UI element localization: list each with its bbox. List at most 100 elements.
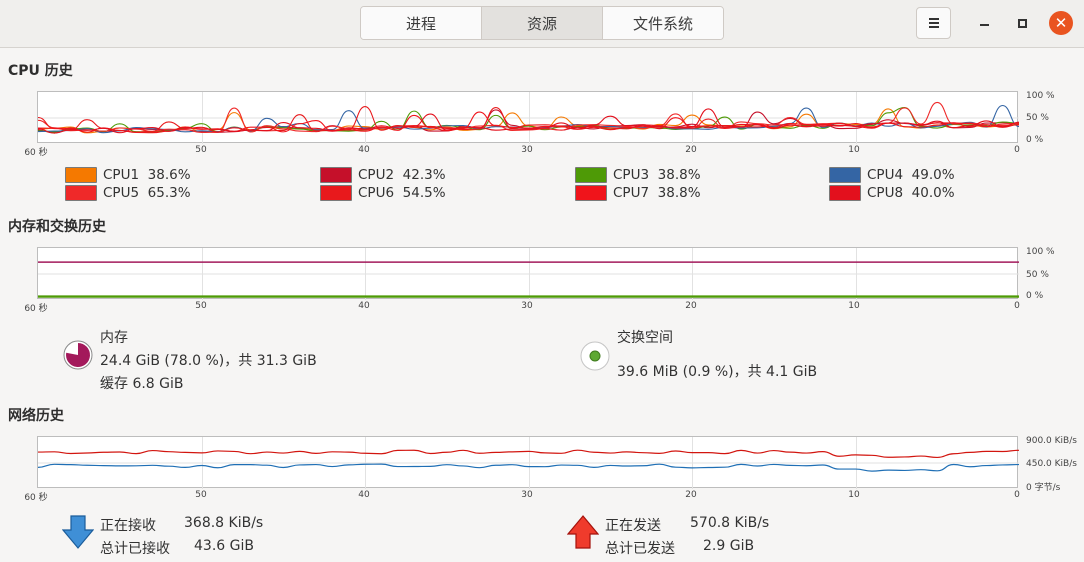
cpu6-name: CPU6	[358, 185, 395, 201]
cpu7-color-swatch[interactable]	[575, 185, 607, 201]
memory-history-graph	[37, 247, 1019, 300]
cpu-legend-item: CPU3 38.8%	[575, 166, 701, 184]
send-series-line	[38, 449, 1019, 459]
tab-processes[interactable]: 进程	[361, 7, 482, 39]
memory-y-tick: 100 %	[1026, 247, 1055, 257]
memory-graph-svg	[38, 248, 1019, 300]
network-x-tick: 50	[195, 490, 207, 500]
close-button[interactable]: ✕	[1049, 11, 1073, 35]
send-arrow-icon[interactable]	[567, 515, 599, 549]
memory-y-tick: 0 %	[1026, 291, 1044, 301]
cpu1-name: CPU1	[103, 167, 140, 183]
network-x-tick: 10	[848, 490, 860, 500]
cpu8-percent: 40.0%	[911, 185, 955, 201]
cpu-legend-item: CPU4 49.0%	[829, 166, 955, 184]
network-history-graph	[37, 436, 1019, 489]
network-x-axis: 60 秒 50 40 30 20 10 0	[0, 490, 1084, 503]
cpu4-percent: 49.0%	[911, 167, 955, 183]
cpu4-name: CPU4	[867, 167, 904, 183]
cpu-legend-item: CPU7 38.8%	[575, 184, 701, 202]
cpu-x-tick: 20	[685, 145, 697, 155]
cpu-graph-svg	[38, 92, 1019, 144]
minimize-button[interactable]	[972, 11, 996, 35]
cpu5-percent: 65.3%	[147, 185, 191, 201]
header-bar: 进程 资源 文件系统 ✕	[0, 0, 1084, 48]
view-switcher: 进程 资源 文件系统	[360, 6, 724, 40]
cpu-y-tick: 100 %	[1026, 91, 1055, 101]
cpu-history-title: CPU 历史	[8, 63, 73, 79]
cpu2-name: CPU2	[358, 167, 395, 183]
network-x-tick: 0	[1014, 490, 1020, 500]
total-received-value: 43.6 GiB	[194, 538, 254, 554]
cpu-legend-item: CPU5 65.3%	[65, 184, 191, 202]
cpu1-percent: 38.6%	[147, 167, 191, 183]
minimize-icon	[979, 23, 989, 26]
cpu3-percent: 38.8%	[657, 167, 701, 183]
cpu-legend-item: CPU2 42.3%	[320, 166, 446, 184]
swap-label: 交换空间	[617, 330, 673, 346]
network-x-tick: 20	[685, 490, 697, 500]
cpu-x-tick: 60 秒	[24, 148, 48, 158]
cpu-x-tick: 30	[521, 145, 533, 155]
network-y-tick: 0 字节/s	[1026, 483, 1061, 493]
cpu8-color-swatch[interactable]	[829, 185, 861, 201]
sending-label: 正在发送	[605, 518, 661, 534]
network-x-tick: 40	[358, 490, 370, 500]
receive-series-line	[38, 463, 1019, 472]
cpu7-name: CPU7	[613, 185, 650, 201]
memory-x-axis: 60 秒 50 40 30 20 10 0	[0, 301, 1084, 314]
memory-x-tick: 60 秒	[24, 304, 48, 314]
memory-pie-icon[interactable]	[63, 340, 93, 370]
memory-x-tick: 40	[358, 301, 370, 311]
maximize-icon	[1017, 18, 1027, 28]
swap-pie-icon[interactable]	[580, 341, 610, 371]
cpu3-color-swatch[interactable]	[575, 167, 607, 183]
cpu2-color-swatch[interactable]	[320, 167, 352, 183]
sending-rate: 570.8 KiB/s	[690, 515, 770, 531]
cpu5-name: CPU5	[103, 185, 140, 201]
network-x-tick: 30	[521, 490, 533, 500]
cpu6-percent: 54.5%	[402, 185, 446, 201]
memory-usage-text: 24.4 GiB (78.0 %)，共 31.3 GiB	[100, 353, 317, 369]
cpu-legend-item: CPU1 38.6%	[65, 166, 191, 184]
receiving-label: 正在接收	[100, 518, 156, 534]
tab-file-systems[interactable]: 文件系统	[603, 7, 723, 39]
hamburger-menu-button[interactable]	[916, 7, 951, 39]
cpu-legend-item: CPU6 54.5%	[320, 184, 446, 202]
memory-x-tick: 30	[521, 301, 533, 311]
network-y-tick: 900.0 KiB/s	[1026, 436, 1077, 446]
receive-arrow-icon[interactable]	[62, 515, 94, 549]
cpu-x-tick: 50	[195, 145, 207, 155]
network-y-tick: 450.0 KiB/s	[1026, 459, 1077, 469]
network-history-title: 网络历史	[8, 408, 64, 424]
memory-history-title: 内存和交换历史	[8, 219, 106, 235]
cpu-series-line	[38, 108, 1019, 134]
cpu-y-tick: 50 %	[1026, 113, 1049, 123]
maximize-button[interactable]	[1010, 11, 1034, 35]
cpu-series-line	[38, 106, 1019, 133]
cpu6-color-swatch[interactable]	[320, 185, 352, 201]
cpu3-name: CPU3	[613, 167, 650, 183]
memory-x-tick: 20	[685, 301, 697, 311]
cpu-x-tick: 10	[848, 145, 860, 155]
cpu4-color-swatch[interactable]	[829, 167, 861, 183]
cpu-history-graph	[37, 91, 1019, 144]
cpu-legend-item: CPU8 40.0%	[829, 184, 955, 202]
hamburger-icon	[928, 22, 939, 24]
memory-cache-text: 缓存 6.8 GiB	[100, 376, 184, 392]
memory-y-tick: 50 %	[1026, 270, 1049, 280]
total-sent-value: 2.9 GiB	[703, 538, 755, 554]
cpu-y-tick: 0 %	[1026, 135, 1044, 145]
cpu2-percent: 42.3%	[402, 167, 446, 183]
cpu1-color-swatch[interactable]	[65, 167, 97, 183]
cpu5-color-swatch[interactable]	[65, 185, 97, 201]
memory-label: 内存	[100, 330, 128, 346]
cpu-x-tick: 40	[358, 145, 370, 155]
total-received-label: 总计已接收	[100, 541, 170, 557]
total-sent-label: 总计已发送	[605, 541, 675, 557]
cpu-x-axis: 60 秒 50 40 30 20 10 0	[0, 145, 1084, 158]
swap-usage-text: 39.6 MiB (0.9 %)，共 4.1 GiB	[617, 364, 818, 380]
network-x-tick: 60 秒	[24, 493, 48, 503]
tab-resources[interactable]: 资源	[482, 7, 603, 39]
